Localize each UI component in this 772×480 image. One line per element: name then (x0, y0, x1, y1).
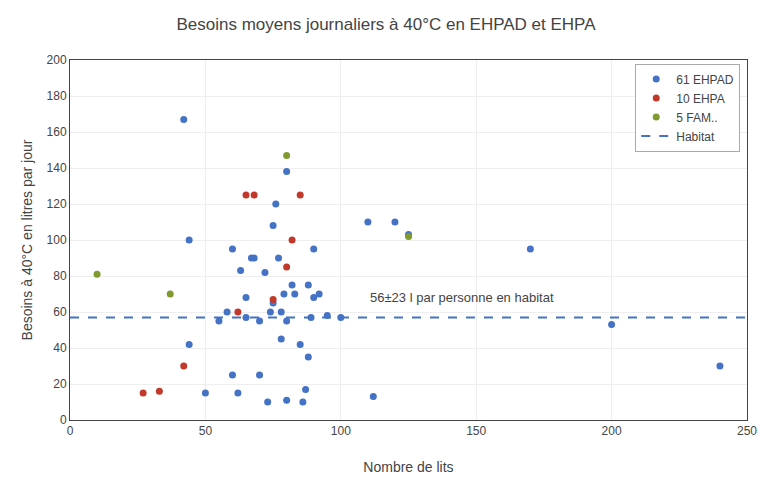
svg-text:Nombre de lits: Nombre de lits (363, 459, 453, 475)
svg-text:Habitat: Habitat (676, 130, 715, 144)
svg-text:80: 80 (53, 269, 67, 283)
svg-text:100: 100 (47, 233, 67, 247)
svg-text:10 EHPA: 10 EHPA (676, 92, 724, 106)
svg-text:50: 50 (199, 424, 213, 438)
svg-text:200: 200 (602, 424, 622, 438)
svg-text:Besoins moyens journaliers à 4: Besoins moyens journaliers à 40°C en EHP… (176, 15, 596, 34)
svg-text:160: 160 (47, 125, 67, 139)
svg-text:200: 200 (47, 53, 67, 67)
svg-text:250: 250 (737, 424, 757, 438)
svg-text:0: 0 (67, 424, 74, 438)
svg-text:5 FAM..: 5 FAM.. (676, 111, 717, 125)
svg-text:120: 120 (47, 197, 67, 211)
svg-text:150: 150 (466, 424, 486, 438)
svg-text:61 EHPAD: 61 EHPAD (676, 73, 733, 87)
svg-text:56±23 l par personne en habita: 56±23 l par personne en habitat (370, 290, 554, 305)
svg-text:40: 40 (53, 341, 67, 355)
svg-text:180: 180 (47, 89, 67, 103)
svg-text:60: 60 (53, 305, 67, 319)
svg-text:20: 20 (53, 377, 67, 391)
svg-text:100: 100 (331, 424, 351, 438)
svg-text:Besoins à 40°C en litres par j: Besoins à 40°C en litres par jour (19, 139, 35, 340)
svg-text:0: 0 (60, 413, 67, 427)
svg-text:140: 140 (47, 161, 67, 175)
